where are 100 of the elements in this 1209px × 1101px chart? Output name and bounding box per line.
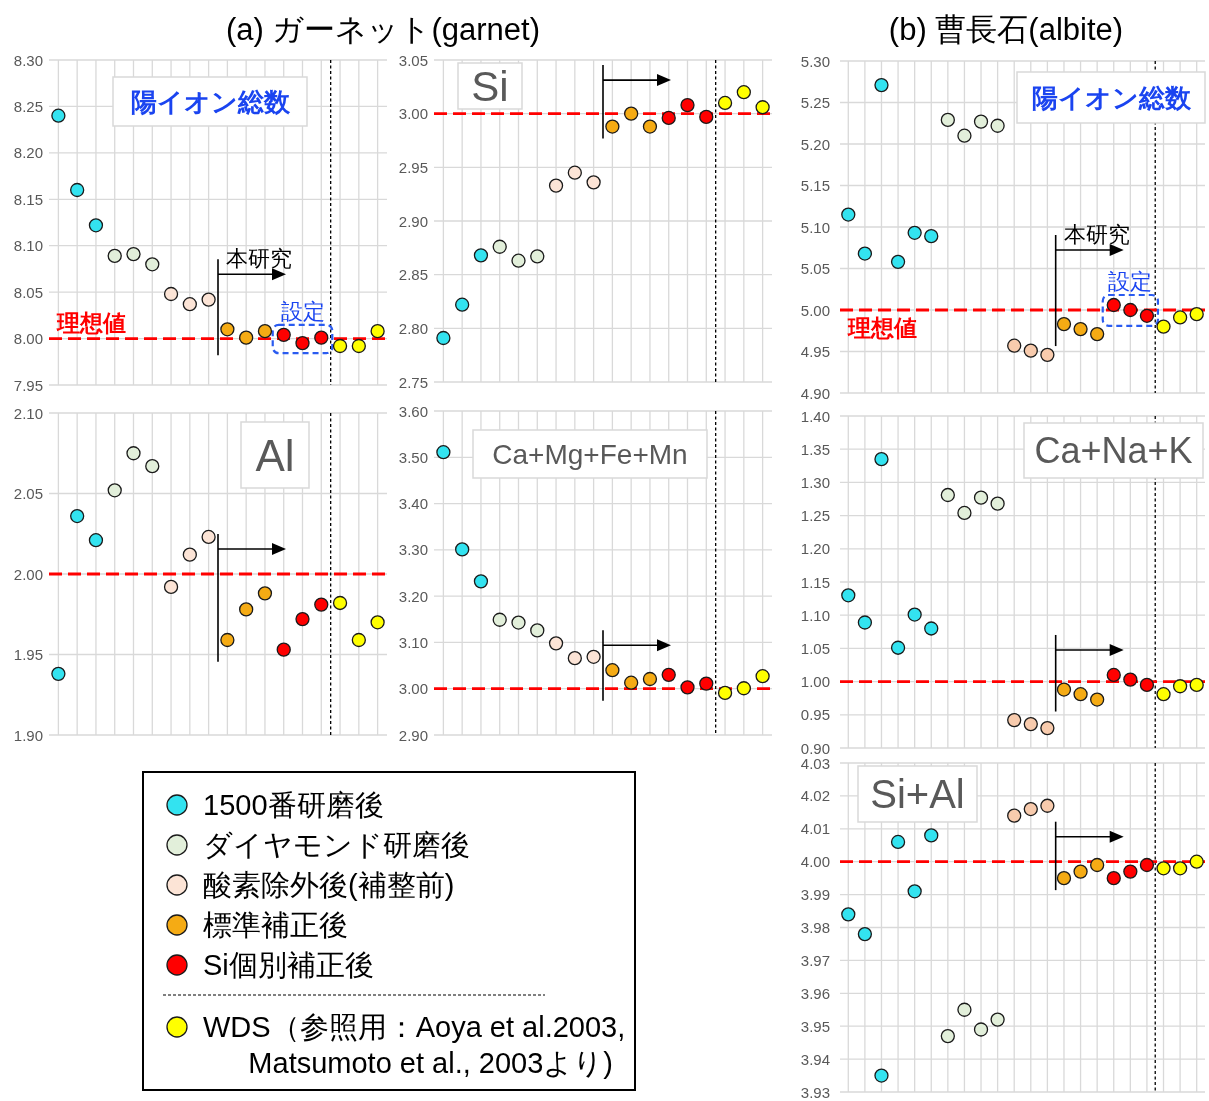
point: [907, 884, 922, 899]
point: [1040, 720, 1055, 736]
text: 陽イオン総数: [130, 86, 291, 117]
y-tick-label: 3.20: [398, 587, 428, 605]
point: [145, 257, 160, 272]
y-tick-label: 3.60: [398, 402, 428, 420]
y-tick-label: 0.95: [800, 706, 830, 724]
y-tick-label: 5.25: [800, 94, 830, 111]
y-tick-label: 2.85: [398, 266, 428, 284]
y-tick-label: 3.99: [800, 886, 830, 904]
point: [841, 907, 856, 922]
point: [436, 330, 451, 346]
point: [314, 330, 329, 345]
y-tick-label: 4.01: [800, 820, 830, 838]
point: [624, 106, 639, 121]
y-tick-label: 5.20: [800, 135, 830, 153]
y-tick-label: 3.05: [398, 51, 428, 69]
point: [857, 926, 873, 942]
point: [370, 615, 385, 630]
point: [548, 636, 564, 651]
y-tick-label: 1.20: [800, 540, 830, 558]
y-tick-label: 8.30: [13, 51, 43, 69]
point: [126, 446, 141, 461]
point: [857, 246, 873, 261]
point: [567, 165, 582, 180]
point: [841, 588, 856, 603]
point: [201, 292, 216, 307]
chart-title: Si+Al: [870, 772, 965, 817]
point: [107, 248, 122, 264]
point: [680, 97, 695, 113]
y-tick-label: 3.93: [800, 1083, 830, 1101]
y-tick-label: 2.90: [398, 212, 428, 230]
y-tick-label: 1.35: [800, 440, 830, 458]
point: [1139, 308, 1155, 323]
point: [473, 248, 489, 263]
point: [1056, 316, 1072, 332]
point: [1189, 307, 1204, 322]
point: [957, 1002, 972, 1017]
y-tick-label: 8.05: [13, 283, 43, 301]
y-tick-label: 1.90: [13, 726, 43, 744]
point: [907, 225, 922, 240]
y-tick-label: 5.00: [800, 301, 830, 319]
point: [1023, 716, 1038, 732]
chart-title: Ca+Na+K: [1034, 430, 1193, 472]
text: Ca+Mg+Fe+Mn: [492, 439, 688, 471]
point: [473, 574, 489, 589]
point: [1007, 808, 1022, 823]
point: [51, 108, 66, 123]
point: [1172, 310, 1188, 325]
y-tick-label: 0.90: [800, 739, 830, 757]
y-tick-label: 5.10: [800, 218, 830, 236]
y-tick-label: 1.95: [13, 646, 43, 663]
annotation: 設定: [1108, 269, 1153, 295]
y-tick-label: 8.10: [13, 237, 43, 255]
y-tick-label: 3.30: [398, 541, 428, 559]
point: [351, 338, 366, 354]
y-tick-label: 5.15: [800, 177, 830, 194]
point: [1156, 861, 1171, 876]
point: [276, 642, 291, 657]
point: [1106, 667, 1121, 683]
point: [973, 114, 989, 129]
point: [567, 651, 582, 666]
ref-line-label: 理想値: [847, 315, 917, 341]
y-tick-label: 8.25: [13, 97, 43, 115]
point: [717, 95, 733, 111]
y-tick-label: 3.96: [800, 984, 830, 1002]
y-tick-label: 2.10: [13, 404, 43, 422]
point: [332, 595, 348, 611]
y-tick-label: 3.50: [398, 448, 428, 466]
y-tick-label: 3.00: [398, 105, 428, 123]
point: [295, 611, 310, 627]
point: [1090, 692, 1105, 707]
point: [511, 253, 526, 268]
y-tick-label: 2.75: [398, 373, 428, 391]
annotation: 本研究: [1063, 222, 1130, 248]
point: [755, 100, 770, 115]
point: [88, 218, 104, 233]
text: (a) ガーネット(garnet): [225, 12, 541, 47]
ref-line-label: 理想値: [56, 309, 126, 336]
point: [1090, 326, 1105, 342]
point: [107, 483, 122, 498]
point: [1040, 347, 1055, 362]
y-tick-label: 7.95: [13, 376, 43, 394]
point: [1007, 338, 1022, 353]
point: [940, 1028, 955, 1044]
point: [455, 542, 470, 557]
point: [220, 632, 235, 648]
point: [940, 487, 955, 503]
point: [492, 612, 507, 627]
point: [957, 505, 972, 521]
legend-label: WDS（参照用：Aoya et al.2003, Matsumoto et al., 2003より): [203, 1011, 634, 1080]
point: [239, 330, 254, 345]
y-tick-label: 1.10: [800, 606, 830, 624]
point: [1040, 798, 1055, 813]
point: [841, 207, 856, 222]
y-tick-label: 2.95: [398, 158, 428, 176]
point: [661, 667, 676, 682]
point: [1056, 682, 1072, 697]
y-tick-label: 3.10: [398, 633, 428, 651]
point: [126, 246, 141, 262]
